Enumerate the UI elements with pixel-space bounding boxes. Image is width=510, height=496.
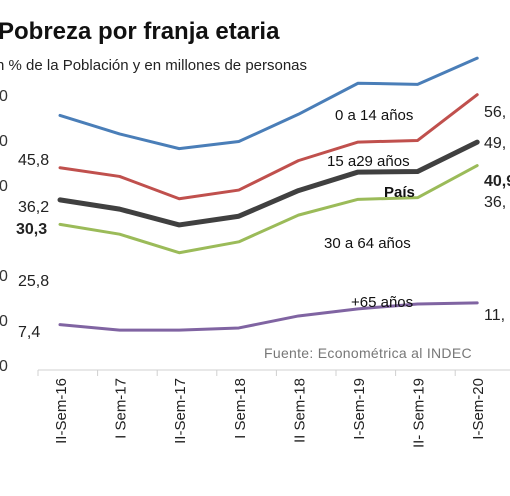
series-end-label: 40,9 (484, 173, 510, 190)
series-start-label: 30,3 (16, 221, 47, 238)
x-tick-label: II Sem-18 (291, 378, 308, 443)
chart-title: Pobreza por franja etaria (0, 18, 280, 45)
chart-subtitle: n % de la Población y en millones de per… (0, 57, 308, 74)
series-end-label: 56, (484, 104, 506, 121)
series-start-label: 45,8 (18, 152, 49, 169)
series-name-label: País (384, 184, 415, 201)
series-labels: 45,8 56, 0 a 14 años 36,2 49, 15 a29 años 30,3… (16, 104, 510, 341)
series-name-label: 0 a 14 años (335, 107, 413, 124)
x-tick-label: I Sem-17 (113, 378, 130, 439)
y-tick-label: 0 (0, 133, 8, 150)
series-line (58, 164, 479, 255)
series-end-label: 36, (484, 194, 506, 211)
x-axis: II-Sem-16 I Sem-17 II-Sem-17 I Sem-18 II Sem… (37, 369, 510, 448)
series-end-label: 49, (484, 135, 506, 152)
y-tick-label: 0 (0, 88, 8, 105)
y-axis: 0 0 0 0 0 0 (0, 88, 8, 375)
x-tick-label: I-Sem-19 (351, 378, 368, 440)
series-end-label: 11, (484, 307, 505, 324)
y-tick-label: 0 (0, 358, 8, 375)
x-tick-label: I-Sem-20 (470, 378, 487, 440)
x-tick-label: II-Sem-16 (53, 378, 70, 444)
y-tick-label: 0 (0, 313, 8, 330)
series-name-label: +65 años (351, 294, 413, 311)
y-tick-label: 0 (0, 178, 8, 195)
y-tick-label: 0 (0, 268, 8, 285)
series-line (58, 301, 479, 332)
x-tick-label: II-Sem-17 (172, 378, 189, 444)
series-name-label: 15 a29 años (327, 153, 410, 170)
series-start-label: 36,2 (18, 199, 49, 216)
x-tick-label: II- Sem-19 (411, 378, 428, 448)
series-line (57, 139, 480, 228)
series-start-label: 7,4 (18, 324, 40, 341)
source-note: Fuente: Econométrica al INDEC (264, 345, 472, 361)
series-line (58, 56, 479, 151)
series-lines (57, 56, 480, 332)
series-start-label: 25,8 (18, 273, 49, 290)
x-tick-label: I Sem-18 (232, 378, 249, 439)
series-name-label: 30 a 64 años (324, 235, 411, 252)
series-line (58, 93, 479, 201)
